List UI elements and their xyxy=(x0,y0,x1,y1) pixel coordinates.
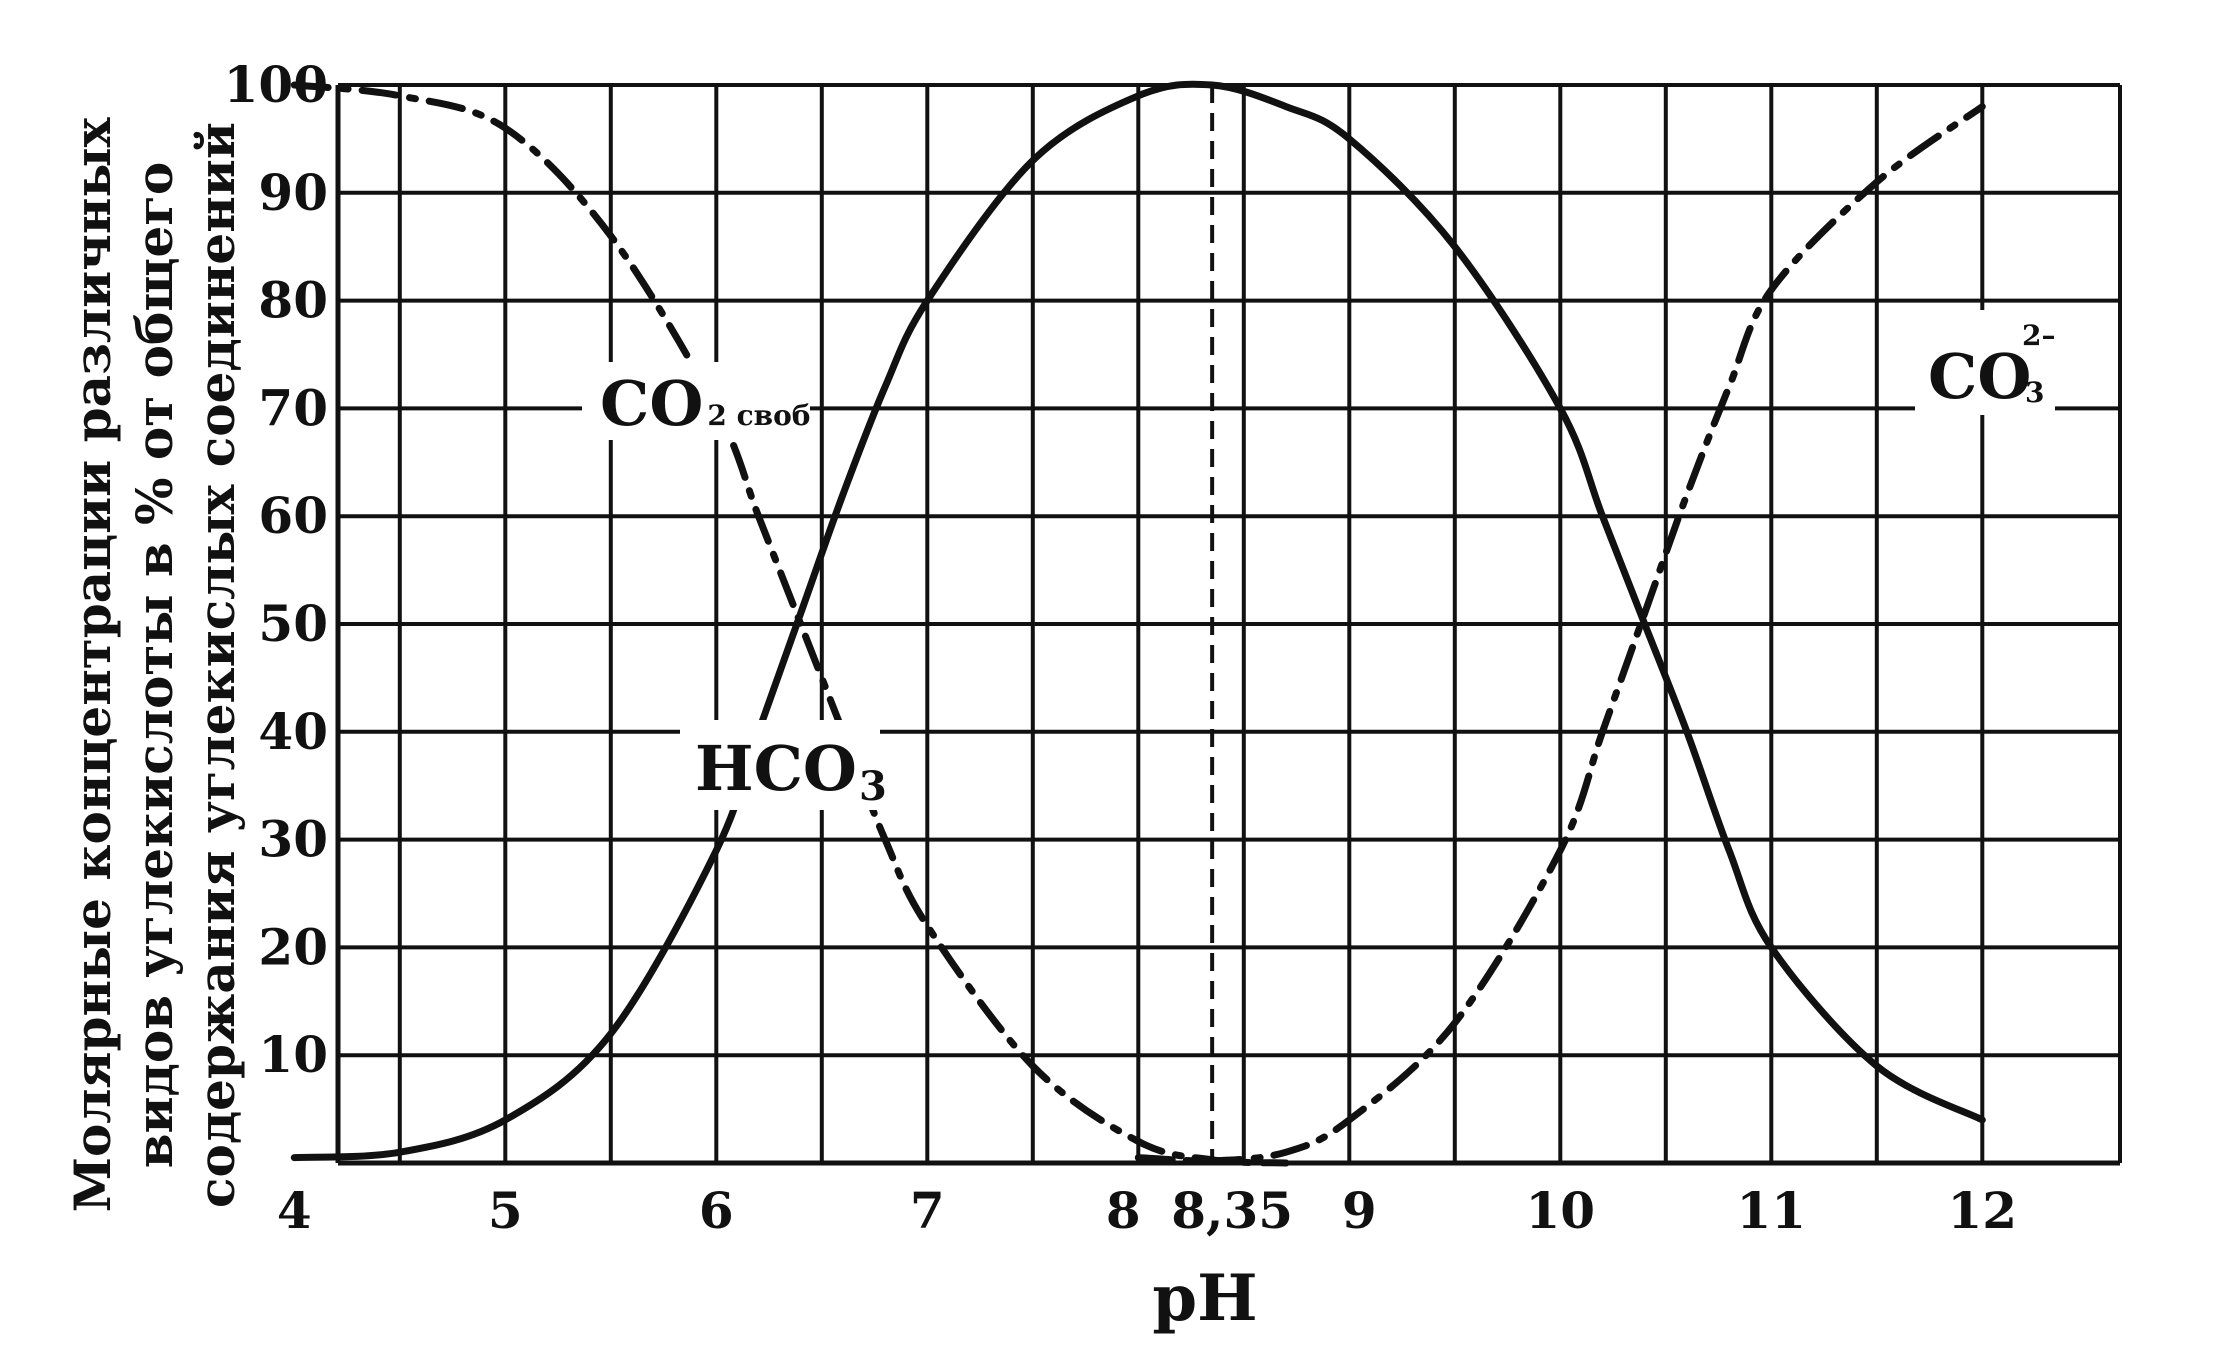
y-axis-title: Молярные концентрации различных видов уг… xyxy=(63,116,246,1212)
x-tick-label: 10 xyxy=(1526,1181,1596,1240)
series-hco3 xyxy=(290,80,1986,1162)
x-axis-title: pH xyxy=(1152,1261,1257,1336)
svg-text:Молярные концентрации различны: Молярные концентрации различных xyxy=(63,116,122,1212)
y-tick-label: 50 xyxy=(258,594,328,653)
svg-text:видов углекислоты в % от общег: видов углекислоты в % от общего xyxy=(125,162,184,1169)
y-tick-label: 20 xyxy=(258,917,328,976)
svg-text:3: 3 xyxy=(2025,376,2044,409)
y-tick-label: 100 xyxy=(224,55,328,114)
series-label-co3: CO 3 2– xyxy=(1915,310,2055,415)
x-tick-label: 4 xyxy=(277,1181,312,1240)
svg-text:CO2 своб: CO 2 своб xyxy=(600,367,810,440)
y-tick-label: 10 xyxy=(258,1025,328,1084)
x-tick-label: 8,35 xyxy=(1171,1181,1293,1240)
x-tick-label: 12 xyxy=(1948,1181,2018,1240)
svg-text:2–: 2– xyxy=(2022,319,2055,352)
series-co3 xyxy=(1134,103,1986,1165)
x-tick-label: 11 xyxy=(1737,1181,1807,1240)
series-co2-free xyxy=(290,81,1290,1167)
series-lines xyxy=(290,80,1986,1167)
tick-labels: 10 20 30 40 50 60 70 80 90 100 4 5 6 7 8 8,35 9 10 11 12 xyxy=(224,55,2017,1240)
y-tick-label: 30 xyxy=(258,810,328,869)
x-tick-label: 9 xyxy=(1342,1181,1377,1240)
svg-text:CO: CO xyxy=(1928,340,2031,413)
series-label-hco3: HCO3 xyxy=(680,720,887,810)
y-tick-label: 80 xyxy=(258,271,328,330)
svg-text:содержания углекислых соединен: содержания углекислых соединений xyxy=(187,122,246,1208)
x-tick-label: 7 xyxy=(910,1181,945,1240)
x-tick-label: 8 xyxy=(1106,1181,1141,1240)
series-label-co2-free: CO 2 своб xyxy=(582,362,810,440)
y-tick-label: 70 xyxy=(258,378,328,437)
grid xyxy=(338,83,2120,1163)
x-tick-label: 5 xyxy=(488,1181,523,1240)
svg-text:HCO3: HCO3 xyxy=(695,732,887,810)
y-tick-label: 40 xyxy=(258,702,328,761)
y-tick-label: 60 xyxy=(258,486,328,545)
y-tick-label: 90 xyxy=(258,163,328,222)
x-tick-label: 6 xyxy=(699,1181,734,1240)
